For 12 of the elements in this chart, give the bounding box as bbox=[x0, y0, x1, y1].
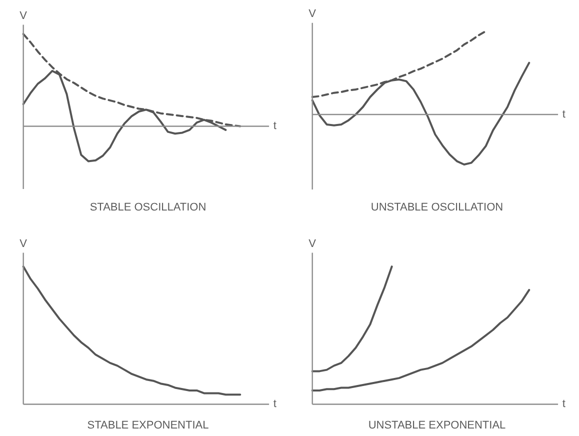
x-axis-title: t bbox=[273, 120, 276, 132]
y-axis-title: V bbox=[308, 238, 317, 250]
y-axis-title: V bbox=[308, 8, 317, 20]
text: UNSTABLE EXPONENTIAL bbox=[368, 420, 506, 432]
x-axis-title: t bbox=[562, 398, 566, 410]
text: STABLE OSCILLATION bbox=[90, 202, 206, 214]
x-axis-title: t bbox=[562, 108, 566, 120]
text: UNSTABLE OSCILLATION bbox=[370, 202, 504, 214]
x-axis-title: t bbox=[273, 398, 276, 410]
y-axis-title: V bbox=[20, 238, 28, 250]
text: STABLE EXPONENTIAL bbox=[87, 420, 209, 432]
y-axis-title: V bbox=[20, 10, 28, 22]
